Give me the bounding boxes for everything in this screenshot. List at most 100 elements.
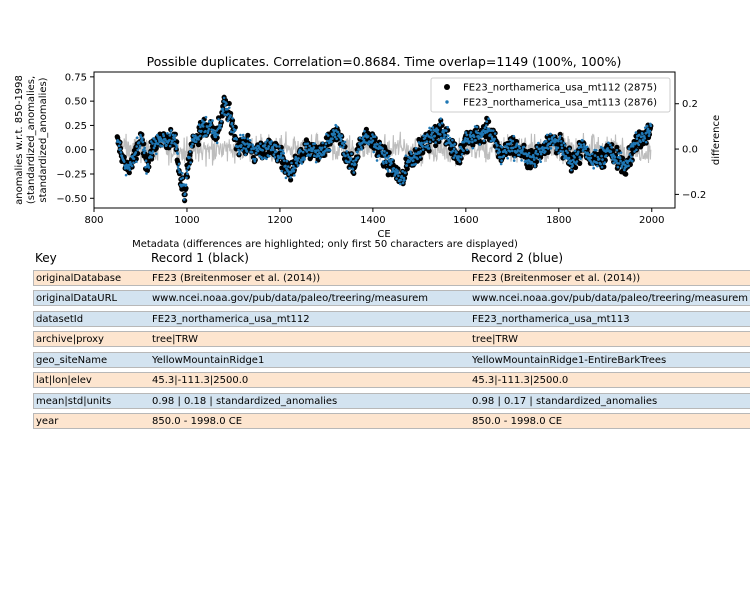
record2-point: [599, 145, 603, 149]
record2-point: [414, 146, 418, 150]
record2-point: [431, 131, 434, 134]
record2-point: [229, 114, 232, 117]
record2-point: [552, 134, 556, 138]
record2-point: [397, 174, 400, 178]
record2-point: [615, 148, 619, 152]
record1-point: [288, 177, 294, 183]
record2-point: [504, 151, 508, 154]
record2-point: [412, 159, 415, 162]
record2-point: [240, 144, 243, 147]
record2-point: [357, 148, 361, 151]
record2-point: [169, 131, 172, 135]
record2-point: [411, 156, 414, 160]
record2-point: [227, 106, 231, 109]
record2-point: [260, 157, 264, 160]
record2-point: [647, 134, 651, 137]
record2-point: [177, 162, 181, 166]
record2-point: [194, 140, 198, 144]
record2-point: [335, 137, 338, 141]
record2-point: [144, 159, 148, 163]
record1-point: [279, 165, 285, 171]
record2-point: [481, 132, 485, 136]
header-record2: Record 2 (blue): [471, 251, 564, 265]
record1-point: [195, 142, 202, 148]
record2-point: [584, 147, 588, 151]
record2-point: [225, 102, 228, 105]
metadata-record1-cell: 0.98 | 0.18 | standardized_anomalies: [152, 395, 338, 407]
record2-point: [317, 149, 320, 152]
record2-point: [190, 145, 193, 149]
record2-point: [135, 160, 138, 163]
record2-point: [546, 147, 550, 150]
record1-point: [386, 149, 392, 156]
y-tick-label: 0.75: [65, 72, 87, 83]
record2-point: [371, 139, 375, 142]
record2-point: [119, 151, 123, 154]
record2-point: [493, 132, 497, 135]
record2-point: [242, 147, 245, 150]
record2-point: [278, 145, 281, 148]
record2-point: [540, 150, 544, 154]
record2-point: [512, 159, 516, 162]
record2-point: [460, 152, 464, 156]
record2-point: [229, 130, 233, 133]
record2-point: [124, 173, 128, 177]
record2-point: [143, 146, 146, 150]
metadata-key-cell: datasetId: [36, 313, 84, 325]
record2-point: [497, 148, 501, 151]
record2-point: [526, 161, 529, 165]
record2-point: [245, 150, 249, 153]
record2-point: [403, 179, 406, 182]
record2-point: [644, 140, 648, 144]
record2-point: [474, 139, 477, 142]
record1-point: [438, 117, 444, 123]
record1-point: [486, 118, 492, 125]
metadata-record1-cell: YellowMountainRidge1: [152, 354, 265, 366]
record2-point: [299, 149, 303, 153]
record2-point: [453, 154, 457, 157]
record2-point: [352, 171, 356, 174]
record2-point: [303, 158, 306, 161]
record2-point: [597, 157, 601, 161]
record2-point: [384, 156, 387, 159]
record2-point: [253, 159, 257, 163]
record2-point: [250, 150, 254, 154]
record2-point: [587, 156, 591, 160]
record2-point: [485, 120, 489, 123]
record2-point: [623, 168, 626, 172]
record1-point: [188, 158, 194, 164]
record2-point: [585, 145, 589, 149]
record2-point: [556, 146, 560, 150]
metadata-record1-cell: FE23 (Breitenmoser et al. (2014)): [152, 272, 321, 284]
metadata-row: originalDataURL www.ncei.noaa.gov/pub/dat…: [33, 290, 750, 306]
record2-point: [433, 134, 437, 138]
record2-point: [319, 156, 322, 160]
record1-point: [229, 117, 236, 124]
record2-point: [135, 145, 139, 148]
record2-point: [243, 143, 247, 146]
record2-point: [396, 171, 400, 174]
record2-point: [631, 145, 635, 148]
record2-point: [491, 129, 495, 132]
record2-point: [335, 125, 339, 129]
record2-point: [464, 131, 468, 134]
record2-point: [185, 169, 189, 172]
record2-point: [582, 143, 586, 146]
record2-point: [549, 132, 552, 136]
record2-point: [537, 147, 541, 151]
record2-point: [438, 133, 442, 136]
record2-point: [304, 145, 308, 149]
record2-point: [616, 165, 620, 169]
record2-point: [313, 154, 316, 158]
record2-point: [609, 150, 613, 153]
record2-point: [418, 151, 421, 155]
record2-point: [533, 162, 536, 166]
record2-point: [285, 159, 289, 163]
plot-frame: [93, 71, 676, 209]
record2-point: [448, 136, 452, 140]
metadata-key-cell: lat|lon|elev: [36, 375, 92, 386]
record2-point: [413, 152, 417, 155]
record2-point: [320, 146, 324, 150]
record2-point: [204, 129, 207, 133]
x-tick-label: 1600: [453, 215, 478, 226]
